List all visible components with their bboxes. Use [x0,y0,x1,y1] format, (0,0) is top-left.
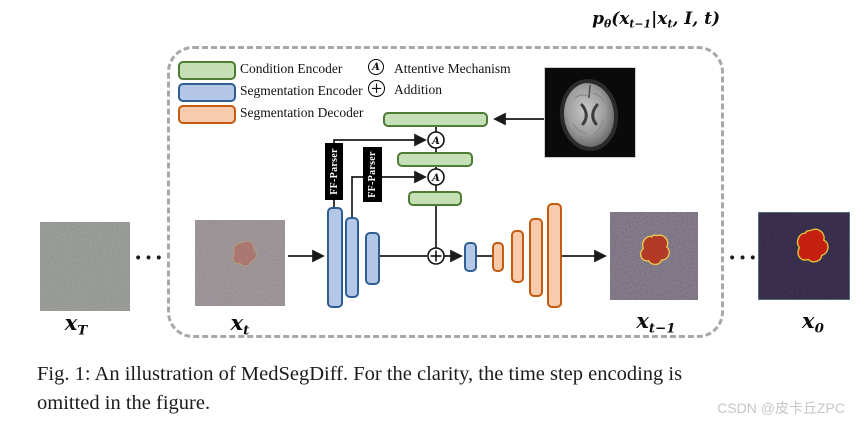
ff-parser-box-2: FF-Parser [363,147,382,202]
faint-tumor-blob [232,240,257,267]
legend-swatch-segmentation-encoder [178,83,236,102]
ellipsis-left: ··· [134,245,166,272]
legend-label-segmentation-encoder: Segmentation Encoder [240,83,363,98]
condition-encoder-bar-2 [397,152,473,167]
legend-label-addition: Addition [394,82,443,97]
caption-line-2: omitted in the figure. [37,392,211,414]
legend-label-attentive-mechanism: Attentive Mechanism [394,61,511,76]
condition-encoder-bar-3 [408,191,462,206]
segmentation-decoder-bar-4 [547,203,562,308]
segmentation-encoder-bar-1 [327,207,343,308]
stage-label-xT: xT [64,310,88,339]
noisy-image-xt [195,220,285,306]
brain-ventricles [580,103,599,126]
ellipsis-right: ··· [728,245,760,272]
tumor-blob [796,228,829,263]
figure-caption: Fig. 1: An illustration of MedSegDiff. F… [37,360,849,418]
bottleneck-bar [464,242,477,272]
caption-line-1: Fig. 1: An illustration of MedSegDiff. F… [37,363,683,385]
segmentation-encoder-bar-2 [345,217,359,298]
legend-label-condition-encoder: Condition Encoder [240,61,343,76]
stage-label-x0: x0 [802,308,824,337]
stage-label-xt1: xt−1 [636,308,676,337]
segmentation-decoder-bar-1 [492,242,504,272]
addition-icon: + [368,80,385,97]
legend-swatch-segmentation-decoder [178,105,236,124]
segmentation-encoder-bar-3 [365,232,380,285]
ff-parser-box-1: FF-Parser [325,143,343,200]
legend-label-segmentation-decoder: Segmentation Decoder [240,105,364,120]
formula-p-theta: pθ(xt−1|xt, I, t) [592,9,720,31]
tumor-blob [640,234,670,266]
brain-ellipse [563,83,615,147]
segmentation-image-xt1 [610,212,698,300]
segmentation-decoder-bar-2 [511,230,524,283]
attentive-mechanism-icon: A [368,59,384,75]
diagram-dashed-border [167,46,724,338]
noise-overlay [40,222,130,311]
noisy-image-xT [40,222,130,311]
condition-encoder-bar-1 [383,112,488,127]
stage-label-xt: xt [230,310,250,339]
segmentation-image-x0 [758,212,850,300]
watermark: CSDN @皮卡丘ZPC [717,400,845,416]
brain-mri-image [544,67,636,158]
segmentation-decoder-bar-3 [529,218,543,297]
brain-texture [572,92,605,135]
legend-swatch-condition-encoder [178,61,236,80]
